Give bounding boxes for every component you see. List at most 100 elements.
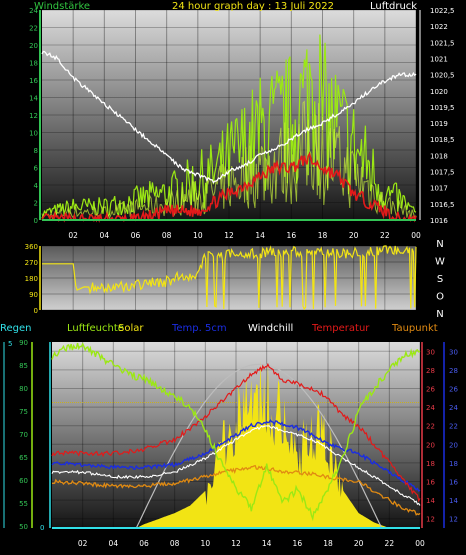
- chart3-legend-item: Regen: [0, 323, 32, 334]
- chart3-legend-item: Temp. 5cm: [171, 323, 227, 334]
- chart3-humidity-tick-label: 50: [19, 523, 28, 531]
- dewpoint-line: [51, 464, 421, 516]
- chart3-soil-tick-label: 26: [449, 386, 458, 394]
- chart2-compass-label: S: [437, 274, 443, 285]
- chart3-x-tick-label: 04: [109, 539, 119, 548]
- wind-speed-line: [41, 100, 417, 221]
- temperature-humidity-chart: 5050556065707580859012141618202224262830…: [3, 339, 458, 548]
- chart2-grid: [42, 245, 417, 311]
- chart3-soil-tick-label: 30: [449, 348, 458, 356]
- chart3-x-tick-label: 20: [354, 539, 364, 548]
- chart3-soil-tick-label: 18: [449, 460, 458, 468]
- chart1-left-axis-title: Windstärke: [34, 1, 90, 12]
- chart3-temp-tick-label: 28: [426, 367, 435, 375]
- chart3-soil-tick-label: 14: [449, 497, 458, 505]
- chart3-x-tick-label: 16: [293, 539, 303, 548]
- chart3-humidity-tick-label: 55: [19, 500, 28, 508]
- chart2-tick-label: 90: [29, 291, 38, 299]
- chart3-legend-item: Luftfeuchte: [67, 323, 124, 334]
- chart1-x-tick-label: 02: [68, 231, 78, 240]
- chart2-compass-label: N: [436, 239, 443, 250]
- chart2-compass-label: N: [436, 309, 443, 320]
- chart3-soil-tick-label: 22: [449, 423, 458, 431]
- chart1-left-tick-label: 22: [29, 25, 38, 33]
- chart3-humidity-tick-label: 75: [19, 408, 28, 416]
- chart1-x-tick-label: 10: [193, 231, 203, 240]
- chart3-humidity-tick-label: 90: [19, 339, 28, 347]
- chart3-temp-tick-label: 24: [426, 404, 435, 412]
- chart3-soil-tick-label: 16: [449, 479, 458, 487]
- chart2-background: [42, 246, 416, 310]
- chart2-compass-label: W: [435, 257, 445, 268]
- chart3-humidity-tick-label: 85: [19, 362, 28, 370]
- chart3-soil-tick-label: 24: [449, 404, 458, 412]
- chart3-temp-tick-label: 26: [426, 386, 435, 394]
- chart3-humidity-tick-label: 65: [19, 454, 28, 462]
- chart1-left-tick-label: 14: [29, 95, 38, 103]
- chart3-x-tick-label: 00: [415, 539, 425, 548]
- wind-gust-line: [41, 34, 417, 219]
- chart3-legend-item: Taupunkt: [391, 323, 438, 334]
- chart3-x-tick-label: 06: [139, 539, 149, 548]
- chart1-x-tick-label: 22: [380, 231, 390, 240]
- chart1-left-tick-label: 16: [29, 77, 38, 85]
- chart1-right-tick-label: 1020: [430, 88, 448, 96]
- chart3-soil-tick-label: 28: [449, 367, 458, 375]
- chart3-x-tick-label: 02: [78, 539, 88, 548]
- chart1-right-tick-label: 1019,5: [430, 104, 455, 112]
- chart1-right-axis-labels: 1016 1016,5 1017 1017,5 1018 1018,5 1019 1019,5…: [419, 7, 455, 225]
- chart3-series: [51, 342, 421, 529]
- chart3-humidity-tick-label: 80: [19, 385, 28, 393]
- chart1-x-tick-label: 14: [255, 231, 265, 240]
- chart1-right-tick-label: 1022: [430, 23, 448, 31]
- chart2-compass-label: O: [436, 292, 444, 303]
- chart3-temp-tick-label: 18: [426, 460, 435, 468]
- chart1-x-tick-label: 18: [318, 231, 328, 240]
- chart3-x-axis-labels: 02 04 06 08 10 12 14 16 18 20 22 00: [78, 539, 425, 548]
- chart1-left-tick-label: 10: [29, 130, 38, 138]
- chart1-left-tick-label: 20: [29, 42, 38, 50]
- chart3-x-tick-label: 10: [201, 539, 211, 548]
- chart3-humidity-tick-label: 60: [19, 477, 28, 485]
- chart3-temp-tick-label: 30: [426, 348, 435, 356]
- chart3-x-tick-label: 08: [170, 539, 180, 548]
- chart1-right-tick-label: 1021,5: [430, 39, 455, 47]
- chart1-right-tick-label: 1018: [430, 152, 448, 160]
- chart2-tick-label: 0: [34, 307, 38, 315]
- chart1-right-tick-label: 1022,5: [430, 7, 455, 15]
- chart2-tick-label: 360: [25, 243, 38, 251]
- chart1-right-tick-label: 1016: [430, 217, 448, 225]
- chart2-series: [42, 245, 417, 311]
- chart2-tick-label: 180: [25, 275, 38, 283]
- chart1-x-tick-label: 08: [162, 231, 172, 240]
- chart1-x-tick-label: 06: [131, 231, 141, 240]
- chart1-left-tick-label: 4: [34, 182, 39, 190]
- solar-area: [52, 360, 420, 528]
- chart1-left-tick-label: 0: [34, 217, 38, 225]
- chart1-title: 24 hour graph day : 13 Juli 2022: [172, 1, 334, 12]
- chart3-temp-tick-label: 16: [426, 479, 435, 487]
- chart1-right-tick-label: 1016,5: [430, 201, 455, 209]
- chart1-left-tick-label: 2: [34, 200, 38, 208]
- chart1-left-tick-label: 6: [34, 165, 39, 173]
- chart1-right-tick-label: 1021: [430, 55, 448, 63]
- chart3-legend-item: Windchill: [248, 323, 293, 334]
- chart3-temp-tick-label: 20: [426, 441, 435, 449]
- chart3-temp-tick-label: 12: [426, 516, 435, 524]
- chart3-x-tick-label: 22: [385, 539, 395, 548]
- chart3-rain-tick-label: 5: [8, 340, 12, 348]
- chart3-humidity-tick-label: 70: [19, 431, 28, 439]
- wind-direction-line: [42, 245, 417, 311]
- chart3-x-tick-label: 12: [231, 539, 241, 548]
- chart1-left-tick-label: 8: [34, 147, 38, 155]
- chart1-right-tick-label: 1017: [430, 185, 448, 193]
- chart2-left-axis-labels: 0 90 180 270 360: [25, 243, 41, 315]
- chart1-x-tick-label: 20: [349, 231, 359, 240]
- chart1-left-tick-label: 18: [29, 60, 38, 68]
